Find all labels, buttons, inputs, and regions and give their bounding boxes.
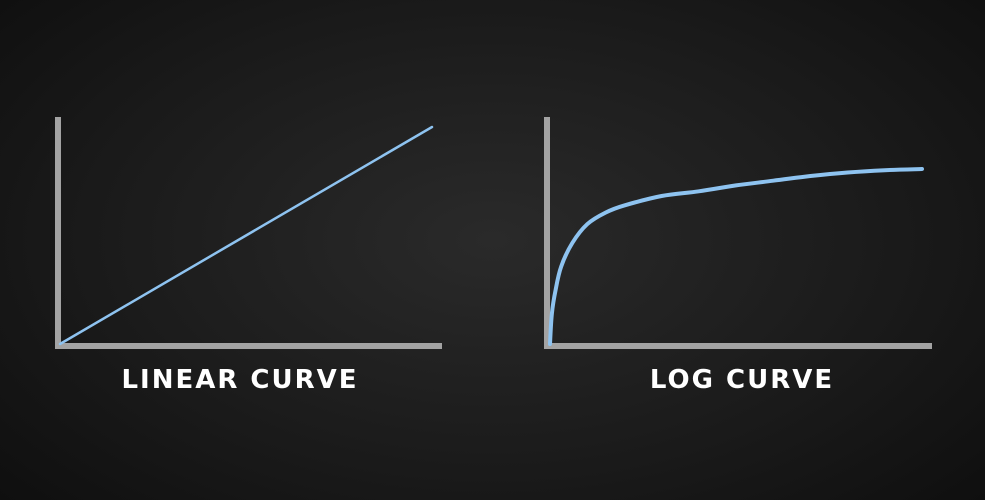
linear-curve-line [58,125,434,346]
linear-chart [55,117,442,349]
log-curve-line [548,167,924,346]
log-chart-title: LOG CURVE [649,365,835,395]
log-chart [544,117,932,349]
linear-chart-title: LINEAR CURVE [121,365,359,395]
